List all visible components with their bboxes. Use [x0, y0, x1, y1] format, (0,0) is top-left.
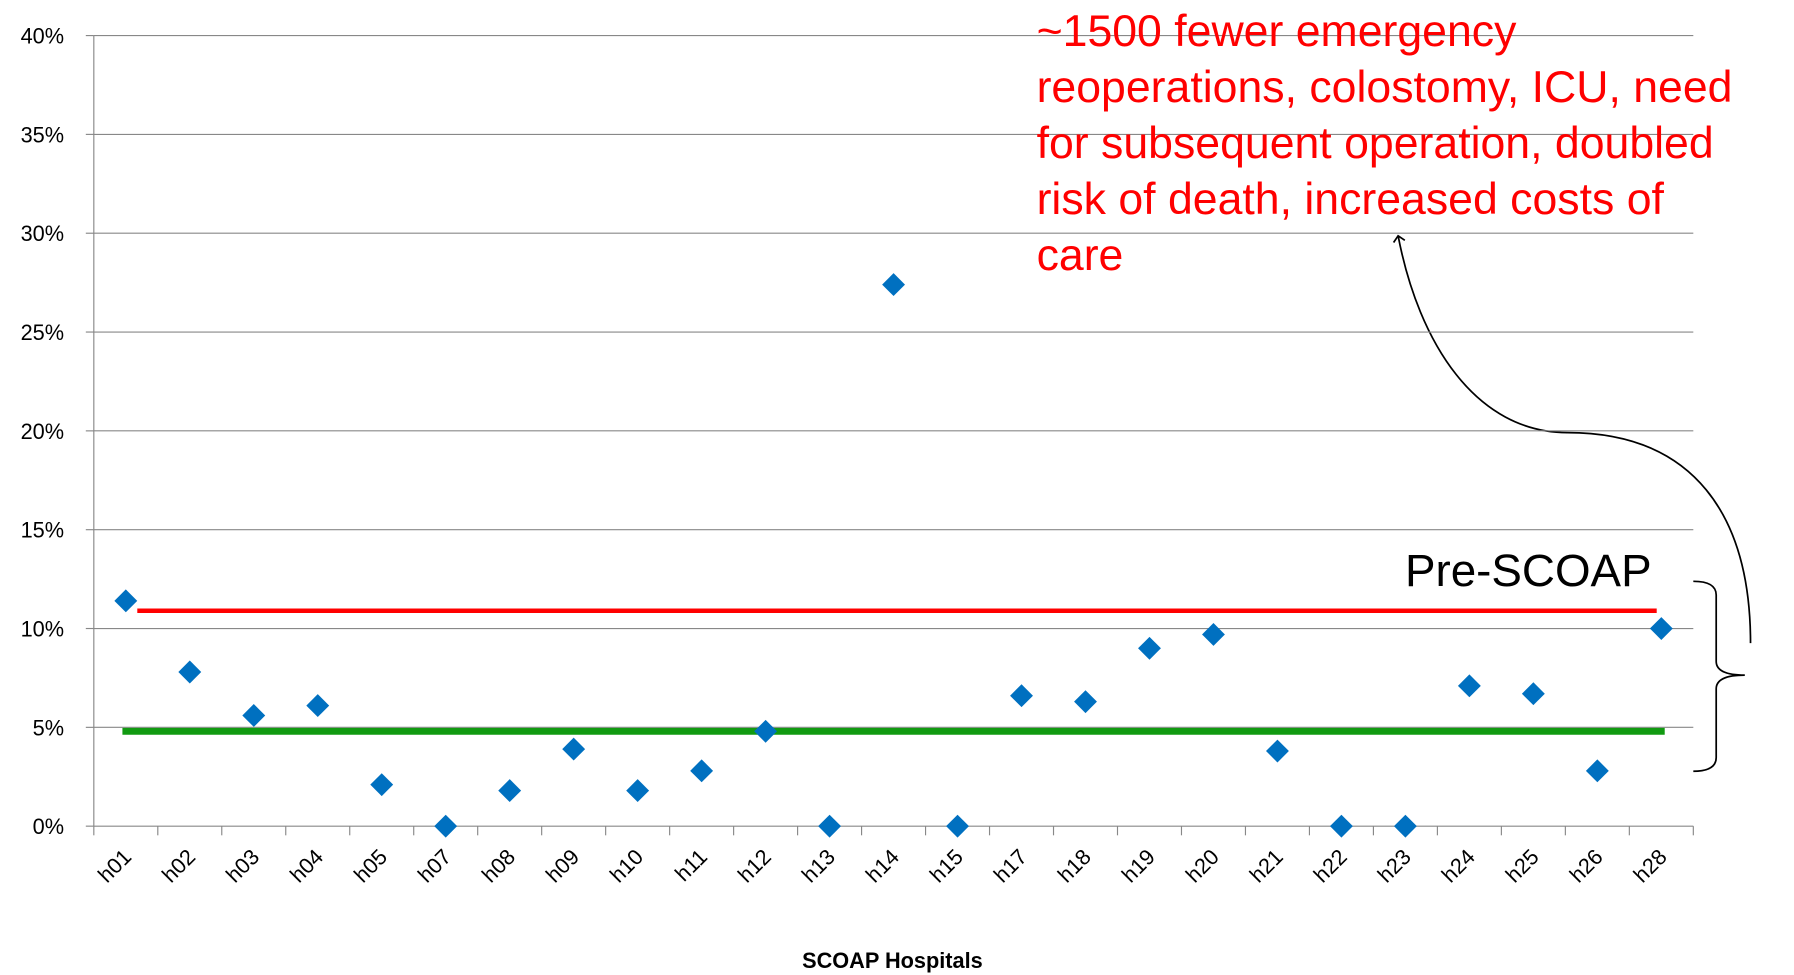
marker: [1329, 814, 1353, 838]
marker: [626, 779, 650, 803]
x-axis-title: SCOAP Hospitals: [802, 948, 983, 973]
marker: [178, 660, 202, 684]
x-tick-label: h05: [349, 844, 392, 887]
y-tick-label: 0%: [33, 814, 64, 839]
marker: [818, 814, 842, 838]
marker: [1138, 636, 1161, 660]
y-tick-label: 10%: [21, 617, 64, 642]
marker: [882, 273, 906, 297]
marker: [754, 719, 778, 743]
x-tick-label: h28: [1628, 844, 1671, 887]
annotation: reoperations, colostomy, ICU, need: [1037, 63, 1733, 112]
y-tick-label: 40%: [21, 24, 64, 49]
marker: [562, 737, 586, 761]
annotation: ~1500 fewer emergency: [1037, 7, 1518, 56]
marker: [242, 704, 266, 727]
y-tick-label: 15%: [21, 518, 64, 543]
marker: [1521, 682, 1545, 706]
annotation: care: [1037, 231, 1124, 280]
x-tick-label: h12: [733, 844, 776, 887]
annotation: for subsequent operation, doubled: [1037, 119, 1714, 168]
x-tick-label: h25: [1500, 844, 1543, 887]
x-tick-label: h15: [925, 844, 968, 887]
marker: [306, 694, 330, 718]
x-tick-label: h23: [1372, 844, 1415, 887]
marker: [370, 773, 394, 797]
x-tick-label: h11: [670, 844, 712, 886]
x-tick-label: h01: [93, 844, 136, 887]
x-tick-label: h26: [1564, 844, 1607, 887]
y-tick-label: 5%: [33, 715, 64, 740]
marker: [114, 589, 138, 613]
marker: [498, 779, 522, 803]
x-tick-label: h04: [285, 844, 328, 887]
x-tick-label: h24: [1436, 844, 1479, 887]
x-tick-label: h20: [1181, 844, 1224, 887]
x-tick-label: h03: [221, 844, 264, 887]
marker: [1010, 684, 1033, 708]
x-tick-label: h10: [605, 844, 648, 887]
x-tick-label: h08: [477, 844, 520, 887]
marker: [1393, 814, 1417, 838]
x-tick-label: h14: [861, 844, 904, 887]
marker: [1457, 674, 1481, 698]
x-tick-label: h02: [157, 844, 200, 887]
marker: [946, 814, 969, 838]
annotation: risk of death, increased costs of: [1037, 175, 1665, 224]
y-tick-label: 25%: [21, 320, 64, 345]
marker: [690, 759, 714, 783]
x-tick-label: h13: [797, 844, 840, 887]
x-tick-label: h21: [1245, 844, 1288, 887]
marker: [1202, 623, 1225, 646]
x-tick-label: h17: [989, 844, 1032, 887]
marker: [1074, 690, 1097, 714]
marker: [1585, 759, 1609, 783]
y-tick-label: 35%: [21, 122, 64, 147]
bracket: [1693, 580, 1745, 773]
x-tick-label: h19: [1117, 844, 1160, 887]
marker: [1649, 617, 1673, 640]
y-tick-label: 20%: [21, 419, 64, 444]
x-tick-label: h07: [413, 844, 456, 887]
y-tick-label: 30%: [21, 221, 64, 246]
x-tick-label: h22: [1309, 844, 1352, 887]
marker: [1266, 739, 1289, 763]
x-tick-label: h18: [1053, 844, 1096, 887]
bracket-label: Pre-SCOAP: [1405, 545, 1652, 596]
marker: [434, 814, 458, 838]
x-tick-label: h09: [541, 844, 584, 887]
